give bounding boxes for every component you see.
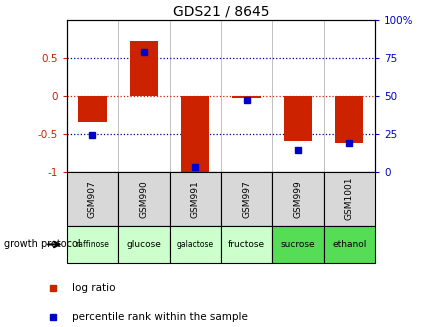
Bar bbox=[118, 226, 169, 263]
Bar bbox=[283, 95, 311, 141]
Bar bbox=[232, 95, 260, 98]
Bar bbox=[220, 226, 272, 263]
Bar bbox=[323, 172, 374, 226]
Bar bbox=[78, 95, 106, 122]
Text: ethanol: ethanol bbox=[332, 240, 366, 249]
Text: GSM1001: GSM1001 bbox=[344, 177, 353, 220]
Text: glucose: glucose bbox=[126, 240, 161, 249]
Text: percentile rank within the sample: percentile rank within the sample bbox=[72, 312, 248, 322]
Bar bbox=[272, 226, 323, 263]
Bar bbox=[118, 172, 169, 226]
Title: GDS21 / 8645: GDS21 / 8645 bbox=[172, 5, 268, 18]
Bar bbox=[272, 172, 323, 226]
Text: GSM999: GSM999 bbox=[293, 180, 302, 217]
Bar bbox=[181, 95, 209, 172]
Bar bbox=[67, 226, 118, 263]
Text: log ratio: log ratio bbox=[72, 284, 116, 293]
Bar bbox=[67, 172, 118, 226]
Text: raffinose: raffinose bbox=[75, 240, 109, 249]
Bar bbox=[169, 172, 220, 226]
Bar bbox=[323, 226, 374, 263]
Text: galactose: galactose bbox=[176, 240, 213, 249]
Text: fructose: fructose bbox=[227, 240, 264, 249]
Text: growth protocol: growth protocol bbox=[4, 239, 81, 250]
Bar bbox=[169, 226, 220, 263]
Text: GSM907: GSM907 bbox=[88, 180, 97, 217]
Text: sucrose: sucrose bbox=[280, 240, 314, 249]
Bar bbox=[335, 95, 362, 143]
Text: GSM991: GSM991 bbox=[190, 180, 199, 217]
Bar bbox=[129, 41, 158, 95]
Text: GSM997: GSM997 bbox=[242, 180, 251, 217]
Bar bbox=[220, 172, 272, 226]
Text: GSM990: GSM990 bbox=[139, 180, 148, 217]
